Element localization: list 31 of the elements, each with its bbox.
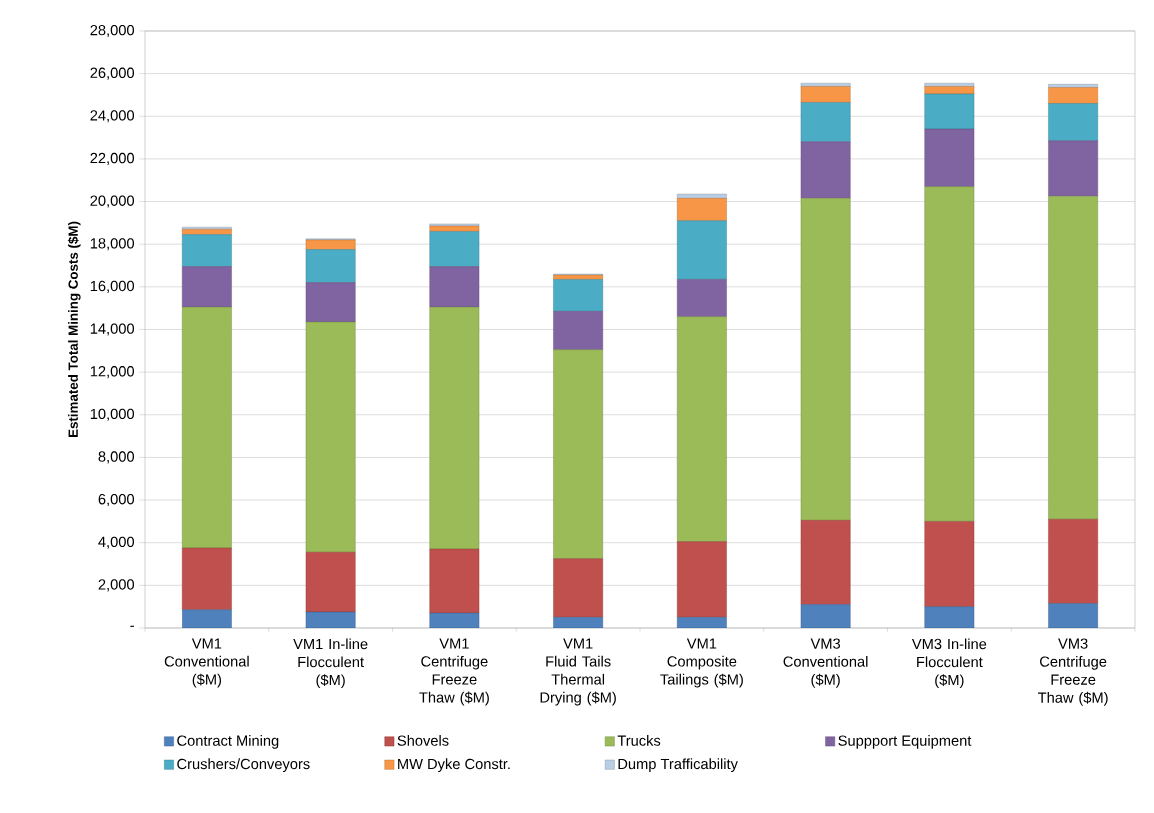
x-tick-label: VM1 Composite Tailings ($M)	[660, 638, 743, 688]
y-tick-label: 8,000	[98, 451, 135, 464]
x-tick-label: VM3 In-line Flocculent ($M)	[911, 638, 987, 689]
x-tick-label: VM3 Centrifuge Freeze Thaw ($M)	[1038, 638, 1108, 706]
y-tick-label: 26,000	[90, 67, 135, 80]
legend-label: Crushers/Conveyors	[177, 758, 310, 773]
x-tick-label: VM1 Centrifuge Freeze Thaw ($M)	[419, 638, 489, 706]
y-tick-label: 4,000	[98, 536, 135, 549]
legend-label: Dump Trafficability	[618, 758, 738, 773]
y-tick-label: 28,000	[90, 24, 135, 38]
y-tick-label: 18,000	[90, 238, 135, 251]
y-tick-label: 10,000	[90, 408, 135, 421]
x-tick-label: VM1 Fluid Tails Thermal Drying ($M)	[540, 638, 616, 706]
y-tick-label: -	[130, 625, 134, 627]
x-tick-label: VM1 In-line Flocculent ($M)	[293, 638, 368, 689]
y-tick-label: 2,000	[98, 579, 135, 592]
y-tick-label: 20,000	[90, 195, 135, 208]
y-tick-label: 12,000	[90, 366, 135, 379]
legend-label: Suppport Equipment	[838, 735, 972, 749]
legend-label: Contract Mining	[177, 735, 279, 749]
y-tick-label: 14,000	[90, 323, 135, 336]
y-tick-label: 16,000	[90, 280, 135, 293]
legend-label: Shovels	[397, 735, 449, 746]
y-axis-title: Estimated Total Mining Costs ($M)	[67, 221, 81, 437]
x-tick-label: VM3 Conventional ($M)	[783, 638, 868, 688]
legend-label: Trucks	[617, 735, 661, 746]
x-tick-label: VM1 Conventional ($M)	[164, 638, 249, 688]
legend-label: MW Dyke Constr.	[398, 758, 510, 773]
y-tick-label: 22,000	[90, 152, 135, 165]
y-tick-label: 6,000	[98, 494, 135, 507]
y-tick-label: 24,000	[90, 110, 135, 123]
